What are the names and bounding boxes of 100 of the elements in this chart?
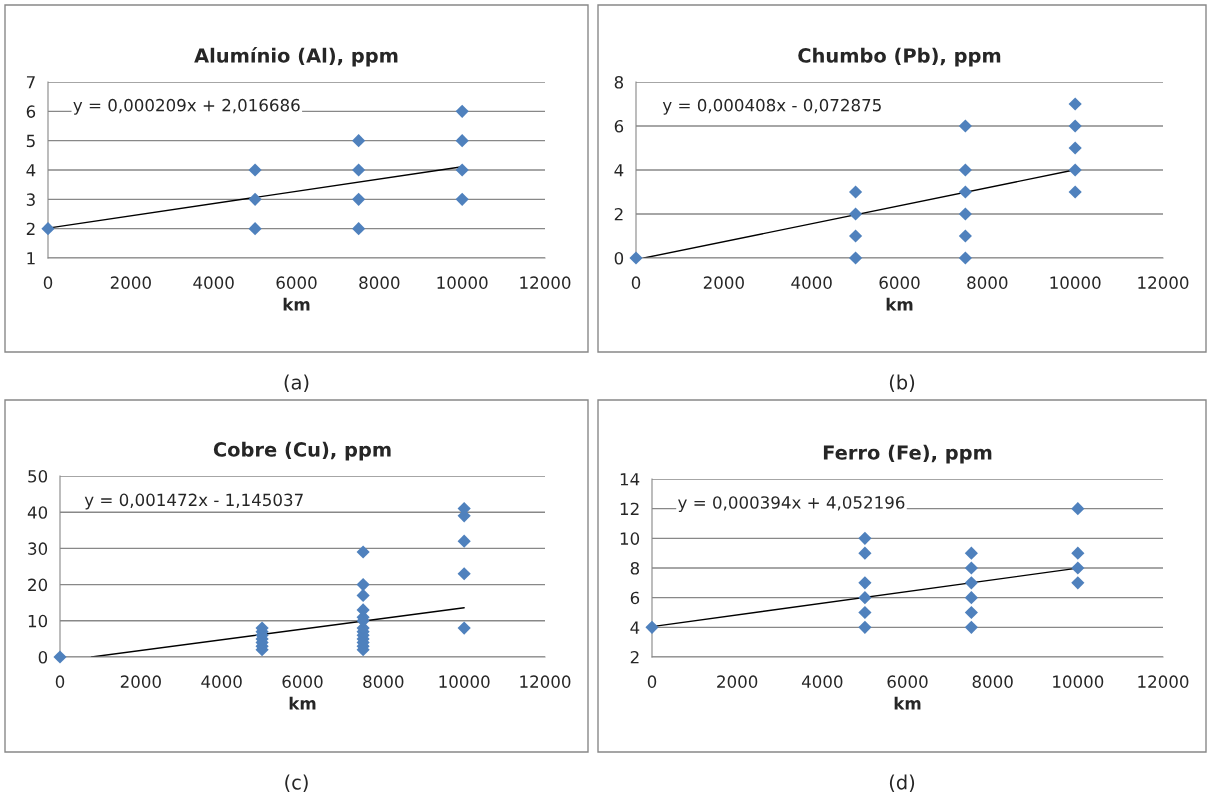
x-tick-label: 2000: [703, 276, 744, 289]
x-axis-title: km: [289, 696, 316, 710]
point: [629, 251, 643, 265]
x-axis-title: km: [283, 297, 310, 311]
y-tick-label: 4: [614, 164, 624, 177]
point: [1068, 97, 1082, 111]
point: [849, 251, 863, 265]
text: (d): [889, 774, 915, 792]
x-tick-label: 10000: [1050, 276, 1101, 289]
point: [964, 576, 978, 590]
x-tick-label: 2000: [120, 675, 161, 688]
y-tick-label: 12: [620, 502, 639, 515]
point: [1068, 141, 1082, 155]
x-axis-title: km: [894, 696, 921, 710]
point: [958, 119, 972, 133]
point: [248, 163, 262, 177]
x-tick-label: 8000: [972, 675, 1013, 688]
x-tick-label: 12000: [1138, 675, 1189, 688]
point: [1068, 163, 1082, 177]
y-tick-label: 0: [38, 650, 48, 664]
x-tick-label: 2000: [717, 675, 758, 688]
x-tick-label: 6000: [276, 276, 317, 289]
point: [964, 605, 978, 620]
y-tick-label: 2: [630, 650, 639, 664]
chart-title: Cobre (Cu), ppm: [213, 441, 391, 461]
x-tick-label: 6000: [282, 675, 323, 688]
point: [858, 591, 872, 605]
point: [964, 620, 978, 634]
point: [356, 545, 370, 559]
point: [858, 576, 872, 590]
y-tick-label: 4: [26, 164, 36, 177]
point: [457, 621, 471, 635]
point: [958, 229, 972, 243]
x-tick-label: 2000: [110, 276, 151, 289]
y-tick-label: 14: [620, 473, 640, 486]
text: (c): [285, 774, 308, 792]
y-tick-label: 30: [28, 542, 48, 555]
x-tick-label: 4000: [193, 276, 234, 289]
y-tick-label: 0: [614, 251, 624, 265]
point: [645, 620, 659, 634]
point: [858, 620, 872, 634]
point: [858, 605, 872, 620]
point: [455, 163, 469, 177]
annotation: y = 0,000408x - 0,072875: [662, 98, 881, 115]
chart-title: Ferro (Fe), ppm: [823, 444, 992, 464]
x-tick-label: 10000: [439, 675, 490, 688]
point: [849, 207, 863, 221]
point: [248, 222, 262, 236]
point: [457, 534, 471, 548]
x-tick-label: 0: [55, 675, 65, 688]
x-tick-label: 4000: [791, 276, 832, 289]
x-tick-label: 6000: [879, 276, 920, 289]
point: [1071, 502, 1085, 516]
y-tick-label: 8: [614, 75, 624, 89]
text: (a): [284, 374, 309, 392]
point: [1068, 119, 1082, 133]
x-tick-label: 8000: [359, 276, 400, 289]
y-tick-label: 7: [26, 76, 35, 89]
annotation: y = 0,000394x + 4,052196: [678, 496, 905, 512]
y-tick-label: 10: [28, 614, 48, 628]
x-axis-title: km: [886, 297, 913, 311]
point: [958, 251, 972, 265]
point: [849, 229, 863, 243]
point: [958, 185, 972, 199]
point: [356, 578, 370, 592]
y-tick-label: 1: [27, 252, 35, 265]
point: [352, 134, 366, 148]
x-tick-label: 10000: [437, 276, 488, 289]
x-tick-label: 12000: [520, 276, 571, 289]
annotation: y = 0,000209x + 2,016686: [73, 98, 300, 115]
point: [964, 561, 978, 575]
x-tick-label: 4000: [801, 675, 843, 688]
point: [964, 591, 978, 605]
annotation: y = 0,001472x - 1,145037: [84, 493, 303, 510]
chart-title: Chumbo (Pb), ppm: [798, 47, 1001, 67]
point: [964, 546, 978, 560]
y-tick-label: 6: [630, 591, 640, 605]
x-tick-label: 12000: [520, 675, 571, 688]
point: [849, 185, 863, 199]
x-tick-label: 10000: [1053, 675, 1104, 688]
point: [858, 531, 872, 545]
y-tick-label: 2: [614, 207, 623, 221]
point: [858, 546, 872, 560]
y-tick-label: 4: [630, 621, 640, 634]
y-tick-label: 8: [630, 561, 640, 575]
point: [958, 207, 972, 221]
point: [958, 163, 972, 177]
text: (b): [889, 374, 915, 392]
point: [455, 192, 469, 206]
y-tick-label: 20: [28, 578, 48, 592]
x-tick-label: 12000: [1138, 276, 1189, 289]
y-tick-label: 6: [614, 119, 624, 133]
y-tick-label: 5: [26, 134, 35, 148]
point: [455, 104, 469, 118]
x-tick-label: 8000: [363, 675, 404, 688]
y-tick-label: 2: [26, 222, 35, 235]
y-tick-label: 3: [26, 193, 35, 206]
y-tick-label: 50: [28, 469, 48, 483]
x-tick-label: 0: [647, 675, 657, 688]
point: [352, 192, 366, 206]
